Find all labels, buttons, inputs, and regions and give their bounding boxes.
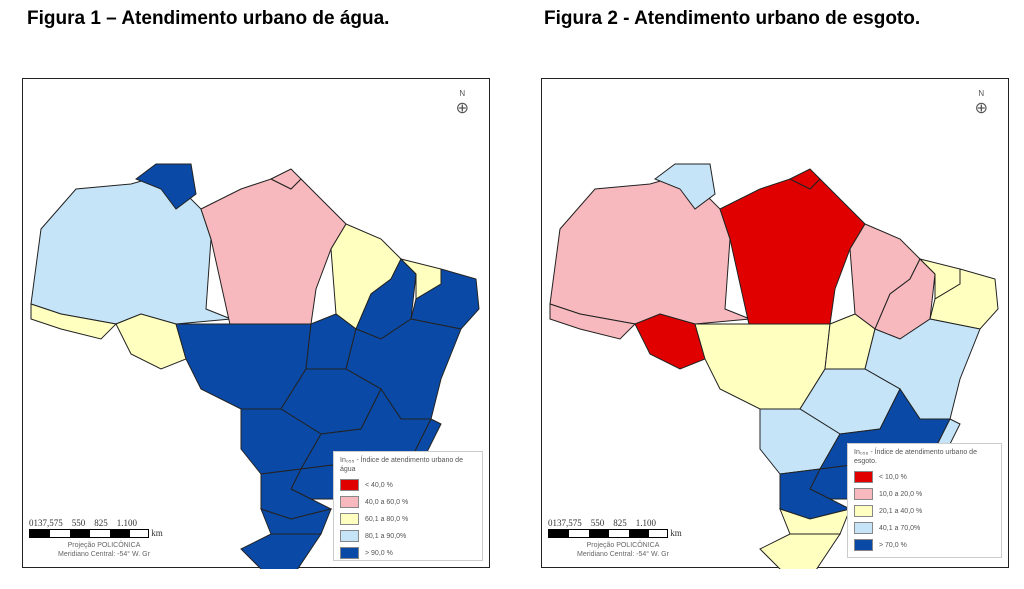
legend-swatch bbox=[340, 530, 359, 542]
state-pa bbox=[719, 178, 866, 330]
legend-label: 80,1 a 90,0% bbox=[365, 532, 407, 540]
legend-item: > 70,0 % bbox=[854, 539, 995, 551]
state-rr bbox=[653, 163, 716, 210]
scale-bar: 0137,575 550 825 1.100 km Projeção POLIC… bbox=[29, 517, 163, 558]
legend-swatch bbox=[340, 496, 359, 508]
state-sc bbox=[260, 508, 332, 535]
brazil-map bbox=[30, 163, 480, 569]
state-sc bbox=[779, 508, 851, 535]
legend-swatch bbox=[854, 488, 873, 500]
legend-item: 20,1 a 40,0 % bbox=[854, 505, 995, 517]
map-panel-water: N ⊕ In₀₅₅ - Índice de atendimento urbano … bbox=[22, 78, 490, 569]
legend-item: 80,1 a 90,0% bbox=[340, 530, 476, 542]
legend-item: 40,0 a 60,0 % bbox=[340, 496, 476, 508]
state-ac bbox=[549, 303, 637, 340]
brazil-map bbox=[549, 163, 999, 569]
state-am bbox=[549, 173, 751, 325]
legend-label: < 10,0 % bbox=[879, 473, 907, 481]
state-rs bbox=[240, 533, 322, 569]
legend-label: 10,0 a 20,0 % bbox=[879, 490, 923, 498]
legend-title: In₀₅₅ - Índice de atendimento urbano de … bbox=[340, 457, 463, 473]
legend-swatch bbox=[340, 547, 359, 559]
legend-label: > 70,0 % bbox=[879, 541, 907, 549]
legend-label: 40,0 a 60,0 % bbox=[365, 498, 409, 506]
legend-swatch bbox=[340, 513, 359, 525]
legend-label: > 90,0 % bbox=[365, 549, 393, 557]
legend-label: 60,1 a 80,0 % bbox=[365, 515, 409, 523]
state-am bbox=[30, 173, 232, 325]
legend-label: 40,1 a 70,0% bbox=[879, 524, 921, 532]
legend-swatch bbox=[854, 471, 873, 483]
legend: In₀₅₅ - Índice de atendimento urbano de … bbox=[333, 451, 483, 561]
legend-item: < 10,0 % bbox=[854, 471, 995, 483]
state-pa bbox=[200, 178, 347, 330]
legend: In₀₅₆ - Índice de atendimento urbano de … bbox=[847, 443, 1002, 558]
north-arrow-icon: N ⊕ bbox=[974, 89, 988, 117]
state-ap bbox=[269, 168, 302, 190]
map-panel-sewage: N ⊕ In₀₅₆ - Índice de atendimento urbano … bbox=[541, 78, 1009, 569]
legend-item: 60,1 a 80,0 % bbox=[340, 513, 476, 525]
legend-swatch bbox=[854, 539, 873, 551]
figure-1-title: Figura 1 – Atendimento urbano de água. bbox=[27, 8, 390, 29]
state-ac bbox=[30, 303, 118, 340]
scale-bar: 0137,575 550 825 1.100 km Projeção POLIC… bbox=[548, 517, 682, 558]
legend-swatch bbox=[854, 505, 873, 517]
legend-item: > 90,0 % bbox=[340, 547, 476, 559]
legend-label: < 40,0 % bbox=[365, 481, 393, 489]
legend-swatch bbox=[340, 479, 359, 491]
legend-item: 10,0 a 20,0 % bbox=[854, 488, 995, 500]
legend-title: In₀₅₆ - Índice de atendimento urbano de … bbox=[854, 449, 977, 465]
legend-item: 40,1 a 70,0% bbox=[854, 522, 995, 534]
state-rs bbox=[759, 533, 841, 569]
state-ap bbox=[788, 168, 821, 190]
legend-item: < 40,0 % bbox=[340, 479, 476, 491]
legend-swatch bbox=[854, 522, 873, 534]
legend-label: 20,1 a 40,0 % bbox=[879, 507, 923, 515]
north-arrow-icon: N ⊕ bbox=[455, 89, 469, 117]
figure-2-title: Figura 2 - Atendimento urbano de esgoto. bbox=[544, 8, 921, 29]
state-rr bbox=[134, 163, 197, 210]
